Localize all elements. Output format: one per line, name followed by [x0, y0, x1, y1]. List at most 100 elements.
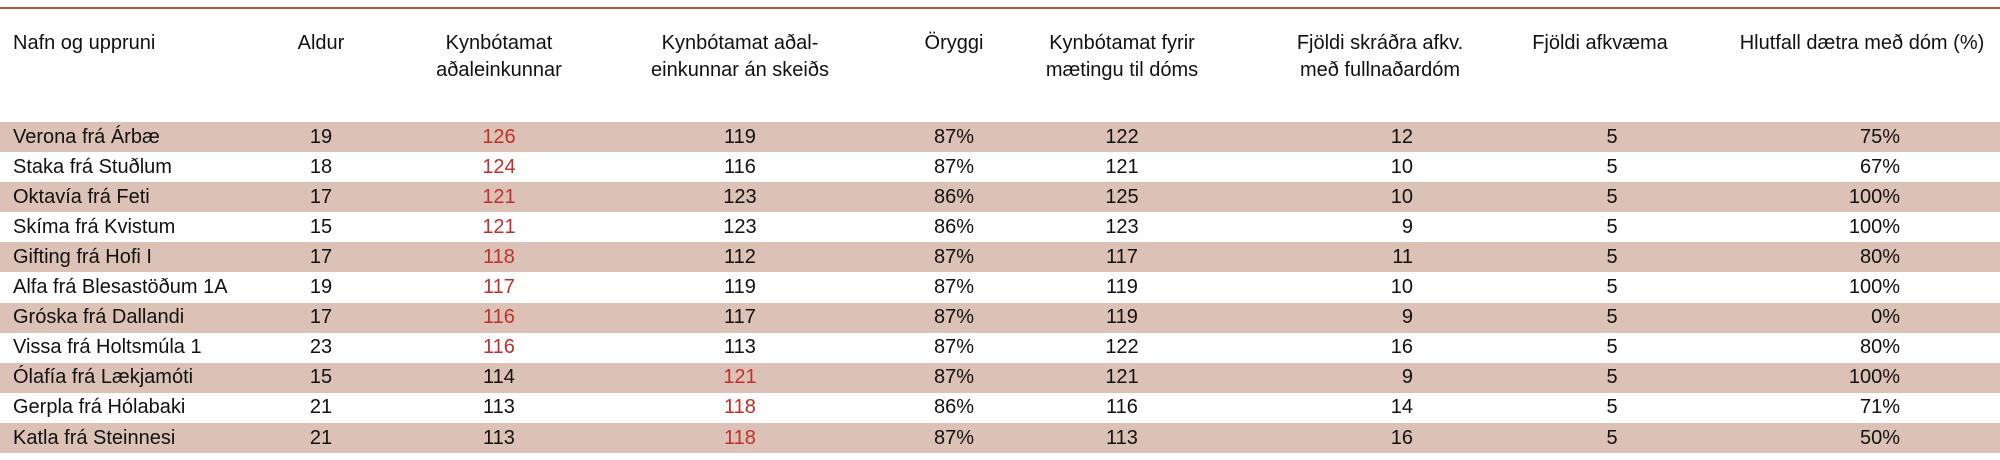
table-cell: 5: [1606, 125, 1618, 148]
table-cell: 87%: [933, 306, 975, 329]
table-cell: 116: [1106, 396, 1138, 419]
table-cell: 113: [483, 396, 515, 419]
table-cell: 122: [1105, 336, 1139, 359]
table-cell: 118: [483, 245, 515, 268]
table-cell: 15: [309, 215, 333, 238]
table-cell: 10: [1390, 185, 1413, 208]
table-cell: 114: [483, 366, 515, 389]
table-cell: 118: [724, 396, 756, 419]
table-cell: 71%: [1859, 396, 1900, 419]
table-cell: 116: [724, 155, 756, 178]
row-name: Gróska frá Dallandi: [13, 306, 185, 329]
table-cell: 123: [723, 215, 757, 238]
table-cell: 117: [483, 276, 515, 298]
table-cell: 117: [1106, 245, 1138, 268]
table-cell: 116: [483, 306, 515, 329]
table-cell: 17: [309, 306, 333, 329]
table-cell: 15: [309, 366, 333, 389]
table-cell: 100%: [1848, 185, 1900, 208]
table-cell: 21: [309, 426, 333, 449]
row-name: Skíma frá Kvistum: [13, 215, 176, 238]
row-stripe: [0, 242, 2000, 273]
table-cell: 119: [1106, 276, 1138, 298]
table-cell: 9: [1401, 215, 1413, 238]
table-cell: 19: [309, 276, 333, 298]
table-cell: 87%: [933, 245, 975, 268]
table-cell: 121: [482, 215, 516, 238]
table-cell: 118: [724, 426, 756, 449]
table-cell: 5: [1606, 426, 1618, 449]
table-cell: 113: [483, 426, 515, 449]
column-header: Öryggi: [924, 32, 984, 54]
column-header: Nafn og uppruni: [13, 32, 156, 54]
row-name: Verona frá Árbæ: [13, 125, 160, 148]
table-cell: 113: [1106, 426, 1138, 449]
table-cell: 86%: [933, 185, 975, 208]
table-cell: 5: [1606, 245, 1618, 268]
table-cell: 5: [1606, 306, 1618, 329]
row-stripe: [0, 362, 2000, 393]
table-cell: 10: [1390, 155, 1413, 178]
table-cell: 21: [309, 396, 333, 419]
table-cell: 5: [1606, 366, 1618, 389]
column-header: Hlutfall dætra með dóm (%): [1739, 32, 1985, 54]
row-name: Gifting frá Hofi I: [13, 245, 152, 268]
table-cell: 100%: [1848, 215, 1900, 238]
column-header: Aldur: [297, 32, 345, 54]
column-header: Kynbótamat aðal- einkunnar án skeiðs: [651, 32, 829, 81]
table-cell: 11: [1392, 245, 1413, 268]
row-stripe: [0, 302, 2000, 333]
table-cell: 80%: [1859, 336, 1900, 359]
row-stripe: [0, 122, 2000, 153]
table-cell: 5: [1606, 155, 1618, 178]
table-cell: 87%: [933, 276, 975, 298]
table-cell: 75%: [1859, 125, 1900, 148]
table-cell: 119: [1106, 306, 1138, 329]
table-cell: 119: [724, 125, 756, 148]
row-stripe: [0, 423, 2000, 454]
row-name: Gerpla frá Hólabaki: [13, 396, 186, 419]
table-cell: 23: [309, 336, 333, 359]
row-name: Vissa frá Holtsmúla 1: [13, 336, 202, 359]
table-cell: 5: [1606, 396, 1618, 419]
table-cell: 122: [1105, 125, 1139, 148]
table-cell: 17: [309, 185, 333, 208]
table-cell: 113: [724, 336, 756, 359]
table-cell: 67%: [1859, 155, 1900, 178]
column-header: Fjöldi afkvæma: [1532, 32, 1668, 54]
row-name: Alfa frá Blesastöðum 1A: [13, 276, 228, 298]
table-cell: 116: [483, 336, 515, 359]
table-cell: 121: [1105, 366, 1139, 389]
table-cell: 5: [1606, 185, 1618, 208]
table-cell: 9: [1401, 366, 1413, 389]
table-cell: 87%: [933, 336, 975, 359]
table-cell: 5: [1606, 276, 1618, 298]
table-cell: 80%: [1859, 245, 1900, 268]
column-header: Kynbótamat fyrir mætingu til dóms: [1045, 32, 1199, 81]
table-cell: 9: [1401, 306, 1413, 329]
table-cell: 87%: [933, 125, 975, 148]
table-cell: 17: [309, 245, 333, 268]
table-cell: 121: [1105, 155, 1139, 178]
row-stripe: [0, 182, 2000, 213]
table-cell: 14: [1390, 396, 1413, 419]
table-cell: 18: [309, 155, 333, 178]
table-cell: 10: [1390, 276, 1413, 298]
table-cell: 100%: [1848, 366, 1900, 389]
table-cell: 112: [724, 245, 756, 268]
table-cell: 119: [724, 276, 756, 298]
row-name: Oktavía frá Feti: [13, 185, 150, 208]
table-cell: 0%: [1871, 306, 1900, 329]
table-cell: 100%: [1848, 276, 1900, 298]
table-cell: 125: [1105, 185, 1139, 208]
column-header: Kynbótamat aðaleinkunnar: [436, 32, 562, 81]
table-cell: 16: [1390, 426, 1413, 449]
row-name: Staka frá Stuðlum: [13, 155, 172, 178]
table-cell: 87%: [933, 366, 975, 389]
table-cell: 87%: [933, 426, 975, 449]
table-cell: 124: [482, 155, 516, 178]
table-cell: 126: [482, 125, 516, 148]
table-cell: 86%: [933, 215, 975, 238]
column-header: Fjöldi skráðra afkv. með fullnaðardóm: [1296, 32, 1464, 81]
